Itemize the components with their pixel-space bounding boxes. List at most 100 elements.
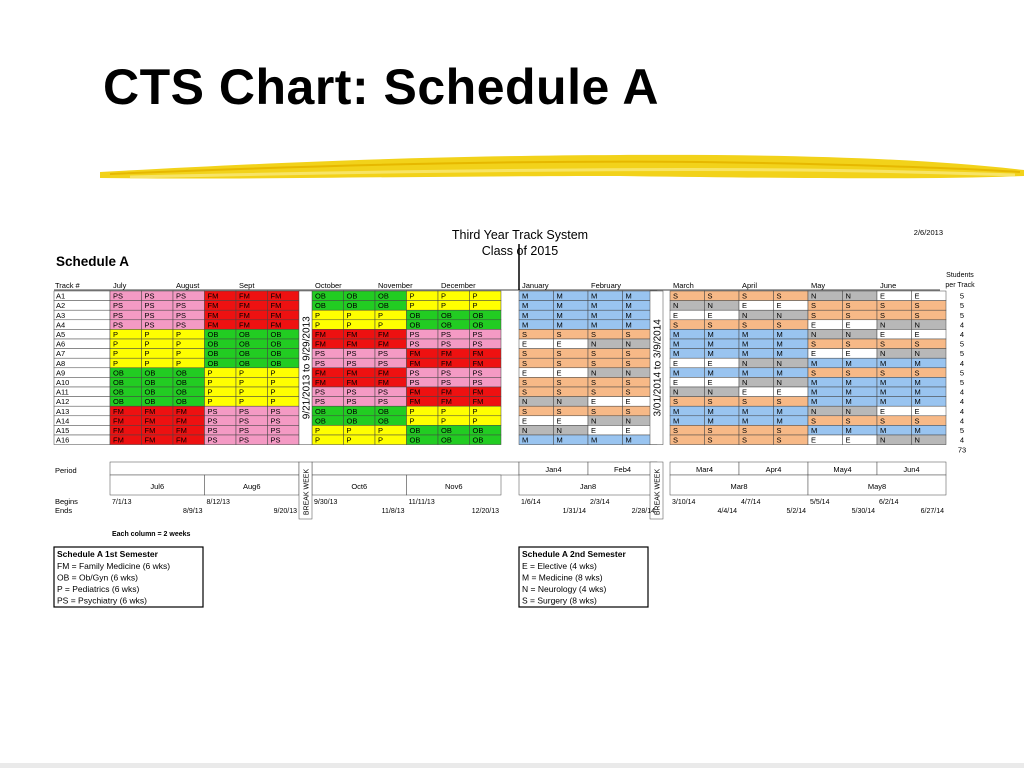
students-count: 4: [960, 416, 964, 425]
rotation-cell-code: E: [522, 368, 527, 377]
begins-date-s2: 6/2/14: [879, 499, 899, 506]
rotation-cell-code: E: [557, 416, 562, 425]
rotation-cell-code: M: [557, 436, 563, 445]
rotation-cell-code: M: [915, 397, 921, 406]
rotation-cell-code: OB: [271, 330, 282, 339]
rotation-cell-code: OB: [239, 359, 250, 368]
track-id-label: A1: [56, 292, 65, 301]
schedule-date: 2/6/2013: [914, 228, 943, 237]
rotation-cell-code: PS: [473, 330, 483, 339]
rotation-cell-code: S: [591, 378, 596, 387]
rotation-cell-code: M: [777, 416, 783, 425]
rotation-cell-code: S: [915, 368, 920, 377]
rotation-cell-code: P: [271, 368, 276, 377]
rotation-cell-code: PS: [473, 378, 483, 387]
ends-date-s1: 12/20/13: [472, 508, 499, 515]
rotation-cell-code: OB: [441, 320, 452, 329]
rotation-cell-code: FM: [145, 436, 156, 445]
rotation-cell-code: P: [410, 407, 415, 416]
rotation-cell-code: S: [557, 349, 562, 358]
rotation-cell-code: OB: [347, 301, 358, 310]
legend-semester-1-item: P = Pediatrics (6 wks): [57, 584, 139, 594]
rotation-cell-code: FM: [315, 368, 326, 377]
rotation-cell-code: PS: [271, 416, 281, 425]
rotation-cell-code: OB: [315, 407, 326, 416]
rotation-cell-code: FM: [315, 340, 326, 349]
rotation-cell-code: M: [880, 378, 886, 387]
rotation-cell-code: S: [591, 330, 596, 339]
rotation-cell-code: PS: [271, 407, 281, 416]
rotation-cell-code: OB: [315, 301, 326, 310]
legend-semester-2-item: N = Neurology (4 wks): [522, 584, 606, 594]
rotation-cell-code: OB: [176, 397, 187, 406]
rotation-cell-code: OB: [208, 349, 219, 358]
rotation-cell-code: OB: [378, 292, 389, 301]
rotation-cell-code: PS: [145, 292, 155, 301]
rotation-cell-code: M: [880, 359, 886, 368]
rotation-cell-code: FM: [473, 359, 484, 368]
rotation-cell-code: PS: [347, 397, 357, 406]
rotation-cell-code: M: [708, 330, 714, 339]
students-label-1: Students: [946, 272, 974, 279]
rotation-cell-code: OB: [473, 320, 484, 329]
track-id-label: A5: [56, 330, 65, 339]
rotation-cell-code: S: [557, 407, 562, 416]
rotation-cell-code: PS: [347, 388, 357, 397]
rotation-cell-code: PS: [208, 416, 218, 425]
rotation-cell-code: FM: [271, 311, 282, 320]
rotation-cell-code: N: [626, 368, 631, 377]
ends-date-s2: 1/31/14: [563, 508, 586, 515]
rotation-cell-code: OB: [441, 436, 452, 445]
rotation-cell-code: M: [880, 426, 886, 435]
rotation-cell-code: OB: [378, 416, 389, 425]
rotation-cell-code: PS: [113, 311, 123, 320]
rotation-cell-code: P: [473, 416, 478, 425]
rotation-cell-code: M: [811, 378, 817, 387]
rotation-cell-code: M: [626, 311, 632, 320]
rotation-cell-code: M: [626, 292, 632, 301]
rotation-cell-code: PS: [441, 368, 451, 377]
rotation-cell-code: PS: [315, 388, 325, 397]
rotation-cell-code: S: [708, 320, 713, 329]
rotation-cell-code: PS: [347, 359, 357, 368]
rotation-cell-code: OB: [271, 349, 282, 358]
rotation-cell-code: FM: [113, 416, 124, 425]
track-id-label: A14: [56, 416, 69, 425]
rotation-cell-code: S: [708, 397, 713, 406]
rotation-cell-code: S: [522, 330, 527, 339]
rotation-cell-code: S: [557, 378, 562, 387]
break-week-1-dates: 9/21/2013 to 9/29/2013: [302, 316, 313, 419]
rotation-cell-code: S: [557, 388, 562, 397]
period-blank-cell: [109, 461, 300, 476]
rotation-cell-code: OB: [271, 340, 282, 349]
rotation-cell-code: S: [522, 407, 527, 416]
rotation-cell-code: M: [673, 340, 679, 349]
rotation-cell-code: S: [591, 359, 596, 368]
rotation-cell-code: FM: [473, 349, 484, 358]
schedule-header-subtitle: Class of 2015: [482, 244, 558, 258]
rotation-cell-code: N: [591, 416, 596, 425]
rotation-cell-code: P: [271, 397, 276, 406]
rotation-cell-code: M: [591, 320, 597, 329]
month-header-s1: Sept: [239, 281, 255, 290]
rotation-cell-code: E: [522, 416, 527, 425]
rotation-cell-code: N: [811, 330, 816, 339]
rotation-cell-code: M: [557, 301, 563, 310]
students-count: 5: [960, 311, 964, 320]
rotation-cell-code: PS: [315, 349, 325, 358]
rotation-cell-code: FM: [208, 320, 219, 329]
rotation-cell-code: M: [846, 359, 852, 368]
rotation-cell-code: S: [626, 359, 631, 368]
rotation-cell-code: P: [410, 416, 415, 425]
rotation-cell-code: M: [742, 349, 748, 358]
rotation-cell-code: FM: [271, 320, 282, 329]
rotation-cell-code: E: [708, 359, 713, 368]
rotation-cell-code: OB: [145, 388, 156, 397]
rotation-cell-code: M: [522, 320, 528, 329]
rotation-cell-code: P: [473, 292, 478, 301]
rotation-cell-code: FM: [176, 407, 187, 416]
rotation-cell-code: N: [742, 378, 747, 387]
rotation-cell-code: OB: [410, 426, 421, 435]
rotation-cell-code: P: [239, 397, 244, 406]
students-count: 5: [960, 426, 964, 435]
